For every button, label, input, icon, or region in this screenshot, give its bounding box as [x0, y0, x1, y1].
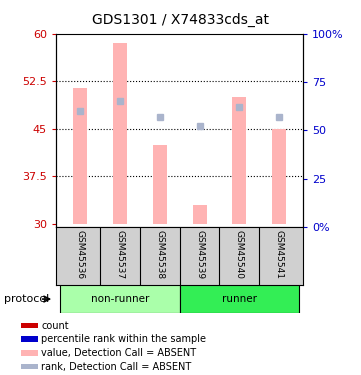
FancyBboxPatch shape: [180, 285, 299, 313]
Bar: [21, 323, 38, 328]
Text: GSM45538: GSM45538: [155, 230, 164, 279]
Text: GDS1301 / X74833cds_at: GDS1301 / X74833cds_at: [92, 13, 269, 27]
Text: GSM45536: GSM45536: [75, 230, 84, 279]
Bar: [232, 97, 247, 224]
Bar: [21, 350, 38, 355]
Bar: [192, 205, 206, 224]
Bar: [73, 88, 87, 224]
Bar: [21, 364, 38, 369]
Text: GSM45540: GSM45540: [235, 230, 244, 279]
Text: GSM45537: GSM45537: [115, 230, 124, 279]
FancyBboxPatch shape: [60, 285, 180, 313]
Text: non-runner: non-runner: [91, 294, 149, 304]
Text: protocol: protocol: [4, 294, 49, 304]
Text: GSM45539: GSM45539: [195, 230, 204, 279]
Text: value, Detection Call = ABSENT: value, Detection Call = ABSENT: [41, 348, 196, 358]
Text: count: count: [41, 321, 69, 331]
Bar: [21, 336, 38, 342]
Text: rank, Detection Call = ABSENT: rank, Detection Call = ABSENT: [41, 362, 191, 372]
Text: percentile rank within the sample: percentile rank within the sample: [41, 334, 206, 344]
Bar: [272, 129, 286, 224]
Bar: [153, 144, 167, 224]
Bar: [113, 43, 127, 224]
Text: GSM45541: GSM45541: [275, 230, 284, 279]
Text: runner: runner: [222, 294, 257, 304]
